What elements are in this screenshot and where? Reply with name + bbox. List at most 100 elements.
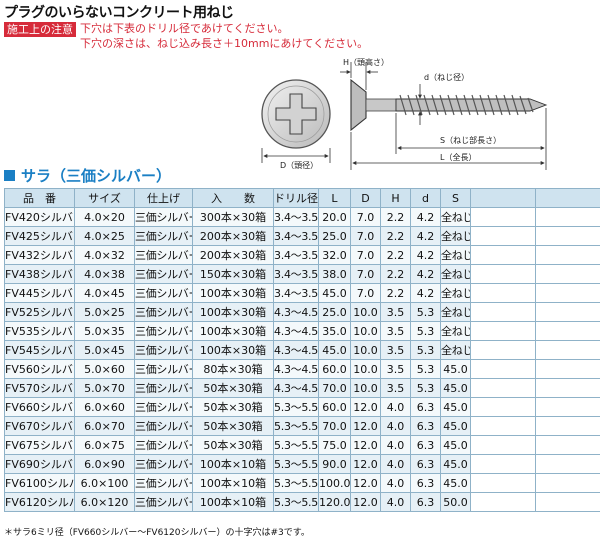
table-cell: 50本×30箱: [192, 416, 274, 436]
screw-side-view: [350, 78, 548, 132]
table-cell: 三価シルバー: [134, 340, 193, 360]
table-row: FV670シルバー6.0×70三価シルバー50本×30箱5.3～5.570.01…: [4, 416, 600, 436]
table-cell: 5.0×45: [74, 340, 135, 360]
table-cell: 45.0: [440, 473, 471, 493]
table-cell: FV660シルバー: [4, 397, 75, 417]
table-cell-empty: [470, 207, 536, 227]
table-cell: 7.0: [350, 226, 381, 246]
table-cell: 全ねじ: [440, 340, 471, 360]
column-header: S: [440, 188, 471, 208]
column-header: 入 数: [192, 188, 274, 208]
table-cell: 5.3～5.5: [273, 473, 319, 493]
table-cell-empty: [470, 264, 536, 284]
table-cell-empty: [470, 321, 536, 341]
table-cell: FV445シルバー: [4, 283, 75, 303]
label-head-diameter: D（頭径）: [280, 160, 318, 170]
page-title: プラグのいらないコンクリート用ねじ: [4, 5, 234, 21]
table-cell: 5.3: [410, 302, 441, 322]
table-cell: 6.0×100: [74, 473, 135, 493]
table-cell-empty: [470, 359, 536, 379]
table-cell: 50本×30箱: [192, 397, 274, 417]
table-cell-empty: [535, 435, 600, 455]
table-cell: 全ねじ: [440, 207, 471, 227]
table-cell: 5.3～5.5: [273, 435, 319, 455]
table-cell: 35.0: [318, 321, 351, 341]
table-cell: 6.0×90: [74, 454, 135, 474]
table-cell: 4.3～4.5: [273, 302, 319, 322]
table-cell: 全ねじ: [440, 302, 471, 322]
table-cell: FV6120シルバー: [4, 492, 75, 512]
table-cell: 3.4～3.5: [273, 207, 319, 227]
table-cell: 三価シルバー: [134, 321, 193, 341]
table-cell: 100本×10箱: [192, 473, 274, 493]
table-cell: 60.0: [318, 359, 351, 379]
table-cell: 70.0: [318, 416, 351, 436]
table-cell: 三価シルバー: [134, 416, 193, 436]
label-total-length: L（全長）: [440, 152, 476, 162]
table-cell: 12.0: [350, 435, 381, 455]
table-cell: 45.0: [440, 397, 471, 417]
table-cell-empty: [535, 416, 600, 436]
table-cell: 12.0: [350, 397, 381, 417]
footnote: ＊サラ6ミリ径（FV660シルバー～FV6120シルバー）の十字穴は#3です。: [4, 528, 310, 538]
table-row: FV438シルバー4.0×38三価シルバー150本×30箱3.4～3.538.0…: [4, 264, 600, 284]
table-cell: 100本×30箱: [192, 302, 274, 322]
table-cell: 6.0×120: [74, 492, 135, 512]
table-cell-empty: [535, 207, 600, 227]
table-cell-empty: [535, 359, 600, 379]
table-cell: 150本×30箱: [192, 264, 274, 284]
table-row: FV545シルバー5.0×45三価シルバー100本×30箱4.3～4.545.0…: [4, 340, 600, 360]
table-cell: 三価シルバー: [134, 207, 193, 227]
table-cell: 2.2: [380, 264, 411, 284]
table-cell: 4.0×25: [74, 226, 135, 246]
table-cell-empty: [470, 226, 536, 246]
table-cell: 3.5: [380, 378, 411, 398]
table-cell: FV432シルバー: [4, 245, 75, 265]
table-cell: 45.0: [318, 340, 351, 360]
table-cell: 100.0: [318, 473, 351, 493]
table-cell: FV535シルバー: [4, 321, 75, 341]
table-cell: 12.0: [350, 473, 381, 493]
table-cell: 38.0: [318, 264, 351, 284]
table-cell: 10.0: [350, 359, 381, 379]
table-cell: 6.3: [410, 473, 441, 493]
table-cell-empty: [470, 435, 536, 455]
table-cell: 5.3～5.5: [273, 416, 319, 436]
notice-text-depth: 下穴の深さは、ねじ込み長さ＋10mmにあけてください。: [80, 37, 369, 50]
table-cell: 三価シルバー: [134, 454, 193, 474]
table-cell-empty: [535, 378, 600, 398]
table-cell-empty: [470, 397, 536, 417]
table-cell-empty: [470, 302, 536, 322]
table-cell: 45.0: [440, 378, 471, 398]
table-cell-empty: [535, 245, 600, 265]
table-cell: 5.3～5.5: [273, 454, 319, 474]
table-cell: 4.0: [380, 473, 411, 493]
table-cell: 100本×10箱: [192, 454, 274, 474]
column-header: 仕上げ: [134, 188, 193, 208]
table-cell: FV570シルバー: [4, 378, 75, 398]
table-cell: 三価シルバー: [134, 359, 193, 379]
table-cell: 三価シルバー: [134, 226, 193, 246]
table-cell: 3.5: [380, 302, 411, 322]
table-cell-empty: [470, 340, 536, 360]
table-cell-empty: [535, 226, 600, 246]
table-cell: 全ねじ: [440, 321, 471, 341]
table-cell: FV438シルバー: [4, 264, 75, 284]
table-cell: 3.4～3.5: [273, 264, 319, 284]
table-cell: 10.0: [350, 302, 381, 322]
table-cell: 45.0: [318, 283, 351, 303]
table-cell: FV545シルバー: [4, 340, 75, 360]
table-cell: 6.3: [410, 435, 441, 455]
column-header: 品 番: [4, 188, 75, 208]
table-cell: 4.3～4.5: [273, 340, 319, 360]
column-header: H: [380, 188, 411, 208]
table-cell: 4.2: [410, 226, 441, 246]
table-cell: 4.0: [380, 435, 411, 455]
section-square-icon: [4, 170, 15, 181]
table-cell: 200本×30箱: [192, 226, 274, 246]
table-cell: 全ねじ: [440, 226, 471, 246]
table-cell: 全ねじ: [440, 283, 471, 303]
table-cell: 25.0: [318, 226, 351, 246]
table-cell: 6.3: [410, 416, 441, 436]
